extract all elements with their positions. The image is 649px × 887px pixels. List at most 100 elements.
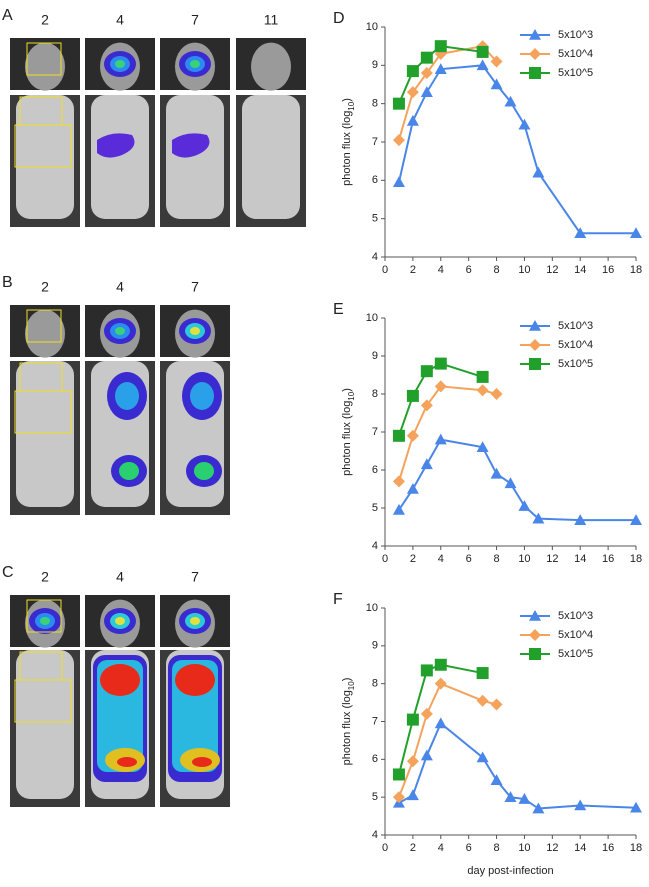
data-point — [630, 514, 642, 525]
x-tick-label: 0 — [382, 264, 388, 276]
data-point — [392, 791, 405, 804]
data-point — [630, 801, 642, 813]
data-point — [406, 429, 419, 442]
legend-label: 5x10^3 — [558, 29, 593, 41]
data-point — [420, 664, 433, 677]
x-tick-label: 6 — [466, 264, 472, 276]
signal — [115, 617, 125, 625]
data-point — [574, 227, 587, 239]
x-tick-label: 14 — [574, 264, 586, 276]
x-tick-label: 2 — [410, 553, 416, 565]
mouse-body — [166, 95, 224, 219]
day-label: 2 — [41, 12, 49, 28]
series-line — [397, 64, 636, 235]
data-point — [434, 717, 447, 729]
x-tick-label: 18 — [630, 553, 642, 565]
x-tick-label: 10 — [518, 264, 530, 276]
y-tick-label: 4 — [372, 251, 378, 263]
data-point — [490, 78, 503, 90]
data-point — [532, 802, 545, 814]
data-point — [574, 799, 587, 811]
y-tick-label: 6 — [372, 753, 378, 765]
y-tick-label: 4 — [372, 829, 378, 841]
x-tick-label: 8 — [493, 264, 499, 276]
panel-letter: D — [333, 10, 345, 27]
x-tick-label: 2 — [410, 264, 416, 276]
y-tick-label: 10 — [366, 602, 378, 614]
y-tick-label: 9 — [372, 640, 378, 652]
signal — [117, 757, 137, 767]
data-point — [434, 380, 447, 393]
x-tick-label: 12 — [546, 553, 558, 565]
legend-marker — [529, 320, 541, 331]
data-point — [406, 114, 419, 126]
x-tick-label: 14 — [574, 842, 586, 854]
legend-label: 5x10^4 — [558, 48, 593, 60]
signal — [115, 60, 125, 68]
data-point — [420, 399, 433, 412]
data-point — [406, 65, 419, 78]
day-label: 4 — [116, 12, 124, 28]
data-point — [420, 51, 433, 64]
data-point — [630, 227, 642, 239]
data-point — [392, 134, 405, 147]
mouse-body — [16, 361, 74, 507]
x-tick-label: 16 — [602, 842, 614, 854]
y-tick-label: 9 — [372, 350, 378, 362]
signal — [190, 327, 200, 335]
signal — [190, 617, 200, 625]
signal — [190, 382, 214, 410]
legend-label: 5x10^3 — [558, 610, 593, 622]
signal — [172, 133, 210, 158]
x-tick-label: 14 — [574, 553, 586, 565]
data-point — [406, 389, 419, 402]
data-point — [420, 458, 433, 470]
legend-marker — [529, 629, 541, 641]
roi-box — [14, 124, 72, 168]
day-label: 7 — [191, 279, 199, 295]
signal — [40, 617, 50, 625]
data-point — [518, 500, 531, 511]
x-tick-label: 16 — [602, 264, 614, 276]
data-point — [490, 467, 503, 479]
y-tick-label: 10 — [366, 312, 378, 324]
y-tick-label: 4 — [372, 540, 378, 552]
data-point — [504, 95, 517, 107]
mouse-head — [251, 42, 291, 91]
x-tick-label: 4 — [438, 842, 444, 854]
data-point — [574, 514, 587, 525]
data-point — [532, 512, 545, 524]
data-point — [434, 40, 447, 53]
y-tick-label: 6 — [372, 464, 378, 476]
data-point — [518, 118, 531, 130]
data-point — [476, 384, 489, 397]
mouse-head — [25, 309, 65, 358]
x-tick-label: 12 — [546, 842, 558, 854]
data-point — [406, 713, 419, 726]
x-tick-label: 0 — [382, 842, 388, 854]
legend-marker — [529, 67, 541, 79]
y-tick-label: 7 — [372, 136, 378, 148]
panel-letter: F — [333, 591, 343, 608]
data-point — [392, 97, 405, 110]
y-tick-label: 8 — [372, 388, 378, 400]
signal — [119, 462, 139, 480]
data-point — [434, 357, 447, 370]
data-point — [392, 768, 405, 781]
mouse-body — [91, 95, 149, 219]
x-tick-label: 4 — [438, 553, 444, 565]
legend-label: 5x10^5 — [558, 358, 593, 370]
data-point — [420, 86, 433, 97]
x-tick-label: 16 — [602, 553, 614, 565]
x-tick-label: 0 — [382, 553, 388, 565]
mouse-body — [242, 95, 300, 219]
panel-letter: B — [2, 274, 13, 291]
signal — [190, 60, 200, 68]
roi-box — [14, 679, 72, 723]
x-tick-label: 4 — [438, 264, 444, 276]
data-point — [476, 441, 489, 452]
y-tick-label: 8 — [372, 98, 378, 110]
legend-label: 5x10^5 — [558, 67, 593, 79]
legend-marker — [529, 339, 541, 351]
legend-marker — [529, 358, 541, 370]
